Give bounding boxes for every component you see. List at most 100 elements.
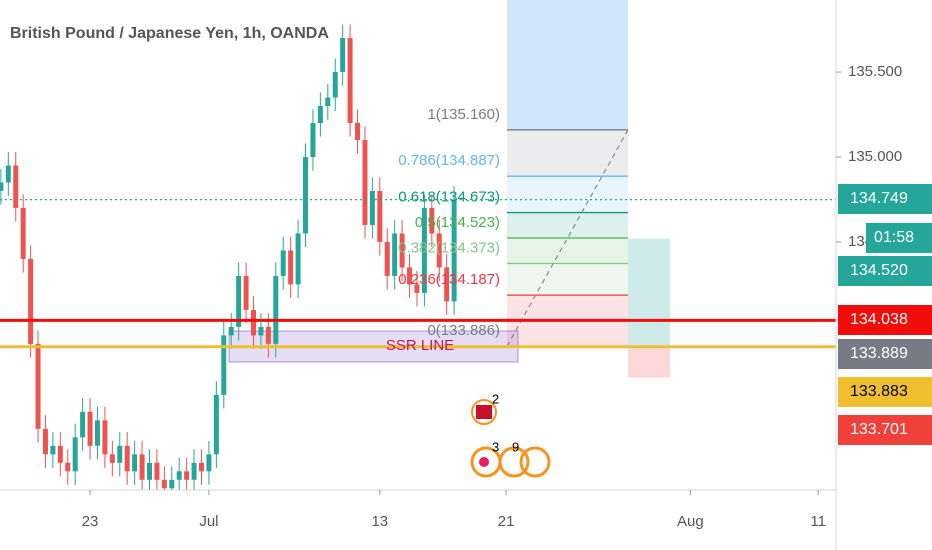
candle-body bbox=[236, 275, 242, 327]
candle-body bbox=[221, 335, 227, 395]
candle-body bbox=[146, 462, 152, 480]
flag bbox=[476, 405, 492, 419]
candle-body bbox=[273, 275, 279, 344]
candle-body bbox=[355, 123, 361, 140]
price-label: 133.883 bbox=[850, 383, 908, 400]
fib-band bbox=[507, 263, 628, 296]
candle-body bbox=[288, 250, 294, 285]
candle-body bbox=[399, 233, 405, 268]
candle-body bbox=[340, 38, 346, 73]
candle-body bbox=[407, 267, 413, 285]
candle-body bbox=[228, 326, 234, 336]
candle-body bbox=[132, 454, 138, 472]
candle-body bbox=[13, 165, 19, 208]
candle-body bbox=[243, 275, 249, 310]
candle-body bbox=[436, 233, 442, 268]
candle-body bbox=[325, 97, 331, 107]
candle-body bbox=[392, 233, 398, 276]
target-zone bbox=[507, 0, 628, 130]
candle-body bbox=[303, 156, 309, 234]
candle-body bbox=[0, 182, 4, 191]
candle-body bbox=[332, 72, 338, 98]
candle-body bbox=[369, 190, 375, 225]
price-label: 133.701 bbox=[850, 421, 908, 438]
candle-body bbox=[451, 199, 457, 302]
candle-body bbox=[87, 411, 93, 446]
candle-body bbox=[139, 454, 145, 480]
candle-body bbox=[213, 394, 219, 455]
candle-body bbox=[198, 462, 204, 472]
candle-body bbox=[377, 190, 383, 242]
candle-body bbox=[429, 207, 435, 234]
x-tick-label: Jul bbox=[199, 513, 218, 530]
chart-title: British Pound / Japanese Yen, 1h, OANDA bbox=[10, 25, 329, 42]
fib-band bbox=[507, 238, 628, 264]
fib-band bbox=[507, 176, 628, 213]
x-tick-label: 11 bbox=[810, 513, 826, 530]
price-label: 134.038 bbox=[850, 311, 908, 328]
candle-body bbox=[206, 454, 212, 472]
candle-body bbox=[72, 437, 78, 472]
countdown-box bbox=[866, 223, 932, 253]
candle-body bbox=[154, 462, 160, 480]
fib-label: 0.236(134.187) bbox=[398, 271, 500, 288]
y-tick-label: 135.500 bbox=[848, 63, 902, 80]
price-label: 134.749 bbox=[850, 190, 908, 207]
candle-body bbox=[265, 326, 271, 344]
overlays: 1(135.160) 0.786(134.887) 0.618(134.673) 0.… bbox=[0, 106, 836, 478]
candle-body bbox=[280, 250, 286, 276]
candle-body bbox=[57, 445, 63, 463]
fib-label: 0.618(134.673) bbox=[398, 189, 500, 206]
fib-label: 0(133.886) bbox=[427, 322, 500, 339]
x-tick-label: 21 bbox=[498, 513, 515, 530]
candle-body bbox=[347, 38, 353, 124]
fib-label: 0.786(134.887) bbox=[398, 152, 500, 169]
candle-body bbox=[20, 207, 26, 259]
candle-body bbox=[102, 420, 108, 455]
fib-band bbox=[507, 212, 628, 239]
candle-body bbox=[310, 123, 316, 157]
price-label-box bbox=[838, 305, 932, 335]
event-count: 9 bbox=[512, 439, 519, 454]
candle-body bbox=[295, 233, 301, 285]
price-label: 134.520 bbox=[850, 262, 908, 279]
candle-body bbox=[191, 462, 197, 480]
price-label: 133.889 bbox=[850, 345, 908, 362]
candle-body bbox=[35, 343, 41, 429]
y-tick-label: 135.000 bbox=[848, 148, 902, 165]
profit-box bbox=[628, 238, 670, 346]
x-tick-label: 13 bbox=[371, 513, 388, 530]
candle-body bbox=[258, 326, 264, 336]
price-label-box bbox=[838, 377, 932, 407]
price-label-box bbox=[838, 339, 932, 369]
fib-label: 0.382(134.373) bbox=[398, 239, 500, 256]
candle-body bbox=[109, 454, 115, 463]
candle-body bbox=[65, 462, 71, 472]
event-icon bbox=[498, 446, 530, 478]
price-label-box bbox=[838, 415, 932, 445]
candle-body bbox=[42, 428, 48, 455]
candle-body bbox=[444, 267, 450, 302]
candle-body bbox=[94, 420, 100, 446]
x-tick-label: 23 bbox=[82, 513, 99, 530]
candle-body bbox=[50, 445, 56, 455]
event-dot bbox=[479, 457, 489, 467]
candle-body bbox=[80, 411, 86, 438]
fib-band bbox=[507, 129, 628, 177]
zone-label: SSR LINE bbox=[386, 337, 454, 354]
candle-body bbox=[317, 106, 323, 124]
candle-body bbox=[414, 284, 420, 293]
event-count: 3 bbox=[492, 439, 499, 454]
candle-body bbox=[384, 241, 390, 276]
candle-body bbox=[124, 445, 130, 472]
candle-body bbox=[161, 479, 167, 489]
candle-body bbox=[117, 445, 123, 463]
fib-label: 1(135.160) bbox=[427, 106, 500, 123]
x-tick-label: Aug bbox=[677, 513, 704, 530]
loss-box bbox=[628, 345, 670, 378]
candle-body bbox=[251, 309, 257, 336]
price-label-box bbox=[838, 184, 932, 214]
candle-body bbox=[28, 258, 34, 344]
candle-body bbox=[421, 207, 427, 293]
